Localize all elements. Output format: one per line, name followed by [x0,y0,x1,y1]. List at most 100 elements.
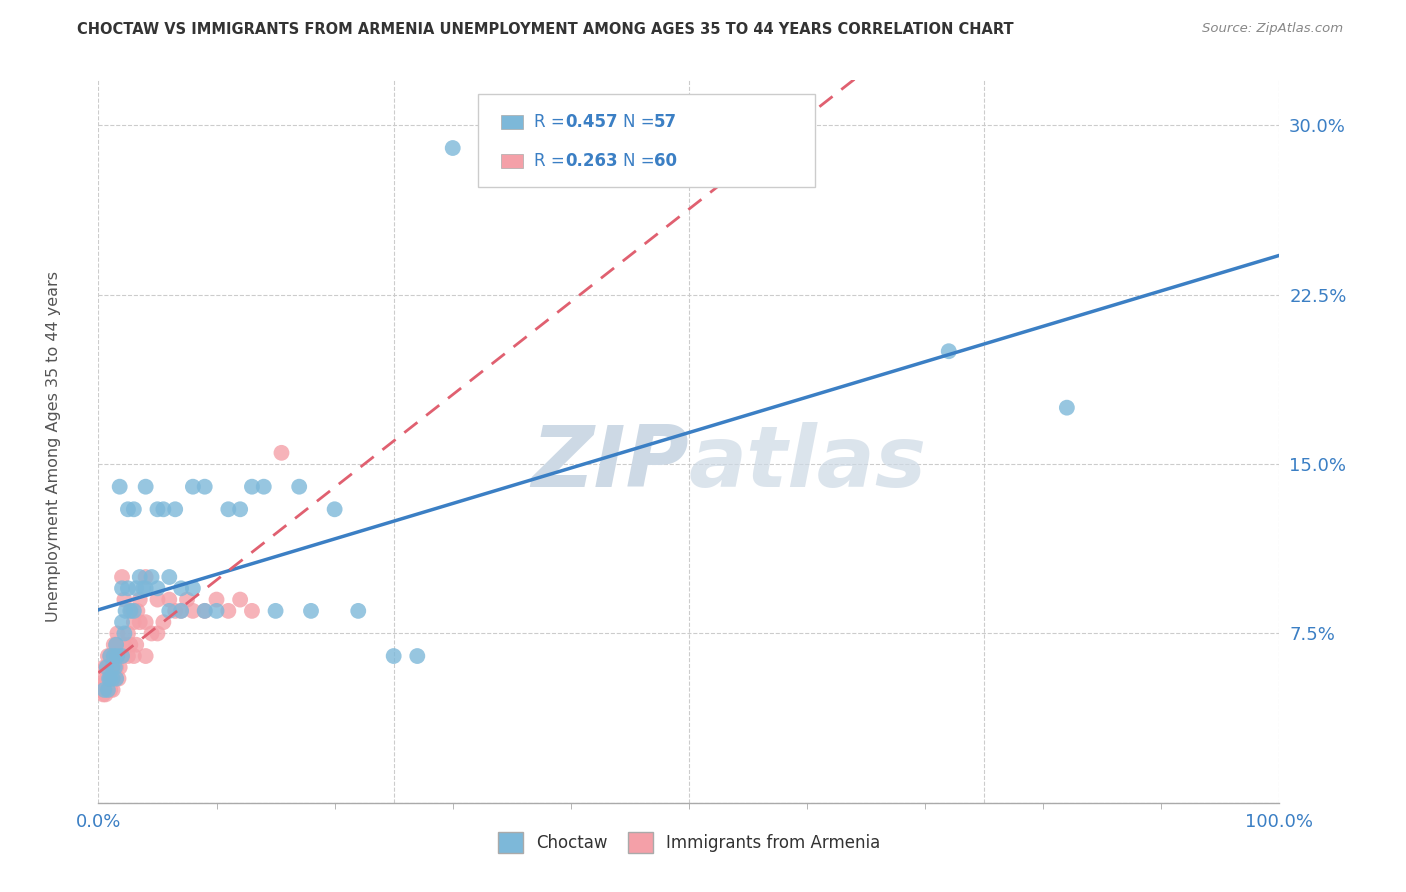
Point [93,660,115,674]
Point [157,592,180,607]
Point [97,648,120,663]
Point [105,638,128,652]
Point [101,672,124,686]
Text: 57: 57 [654,112,676,131]
Point [93,682,115,697]
Text: N =: N = [623,112,659,131]
Point [96,672,118,686]
Point [125,582,148,596]
Point [97,682,120,697]
Point [107,672,129,686]
Point [181,582,204,596]
Point [104,660,127,674]
Point [105,648,128,663]
Point [105,672,128,686]
Point [205,604,228,618]
Text: Unemployment Among Ages 35 to 44 years: Unemployment Among Ages 35 to 44 years [46,270,60,622]
Point [105,672,128,686]
Point [128,570,150,584]
Point [90,682,112,697]
Point [101,672,124,686]
Point [382,648,405,663]
Point [1056,401,1078,415]
Point [132,582,155,596]
Text: N =: N = [623,153,659,170]
Point [112,592,135,607]
Text: ZIP: ZIP [531,422,689,505]
Point [111,648,134,663]
Point [194,604,217,618]
Point [146,592,169,607]
Point [111,615,134,630]
Point [205,592,228,607]
Point [176,592,198,607]
Point [938,344,960,359]
Point [96,660,118,674]
Point [91,687,114,701]
Point [165,502,187,516]
Point [98,672,121,686]
Point [117,626,139,640]
Point [94,687,117,701]
Point [105,648,128,663]
Point [141,626,163,640]
Point [288,480,311,494]
Point [170,582,193,596]
Point [105,660,128,674]
Point [111,582,134,596]
Point [103,672,125,686]
Point [93,672,115,686]
Text: 0.457: 0.457 [565,112,617,131]
Point [406,648,429,663]
Point [122,615,145,630]
Point [112,626,135,640]
Point [135,648,157,663]
Point [264,604,287,618]
Point [323,502,346,516]
Point [181,480,204,494]
Point [120,638,142,652]
Point [112,638,135,652]
Point [97,682,120,697]
Point [122,502,145,516]
Point [146,502,169,516]
Point [240,480,263,494]
Point [253,480,276,494]
Text: atlas: atlas [689,422,927,505]
Text: R =: R = [534,112,571,131]
Point [135,615,157,630]
Point [240,604,263,618]
Point [146,582,169,596]
Point [152,502,174,516]
Point [347,604,370,618]
Text: Source: ZipAtlas.com: Source: ZipAtlas.com [1202,22,1343,36]
Point [108,480,131,494]
Point [117,502,139,516]
Point [101,660,124,674]
Point [98,672,121,686]
Point [103,648,125,663]
Point [98,672,121,686]
Point [96,660,118,674]
Point [181,604,204,618]
Point [101,682,124,697]
Point [101,648,124,663]
Point [117,648,139,663]
Point [122,604,145,618]
Point [98,660,121,674]
Point [157,570,180,584]
Point [111,648,134,663]
Point [170,604,193,618]
Point [105,638,128,652]
Point [299,604,322,618]
Point [125,638,148,652]
Point [441,141,464,155]
Point [122,648,145,663]
Point [217,604,239,618]
Point [157,604,180,618]
Point [135,582,157,596]
Point [141,570,163,584]
Point [128,592,150,607]
Text: 60: 60 [654,153,676,170]
Point [146,626,169,640]
